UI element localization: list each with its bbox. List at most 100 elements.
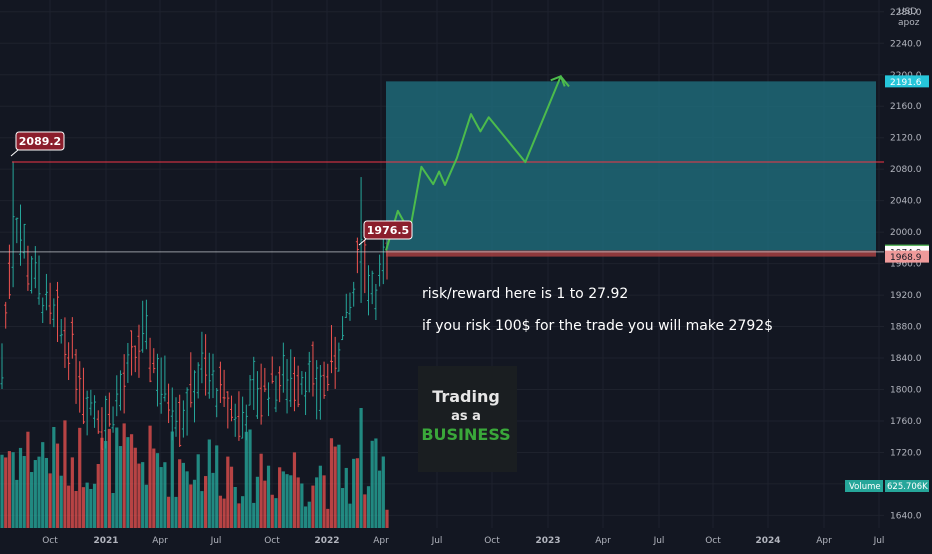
- volume-bar: [89, 488, 93, 528]
- price-axis[interactable]: 2280.02240.02200.02160.02120.02080.02040…: [884, 0, 932, 550]
- volume-bar: [181, 462, 185, 528]
- volume-bar: [37, 456, 41, 528]
- price-tick-label: 2120.0: [890, 134, 922, 144]
- volume-bar: [259, 453, 263, 528]
- volume-bar: [144, 484, 148, 528]
- volume-bar: [315, 477, 319, 528]
- risk-reward-text: risk/reward here is 1 to 27.92: [422, 286, 628, 302]
- volume-bar: [359, 408, 363, 528]
- price-callout[interactable]: 2089.2: [10, 131, 65, 157]
- logo-line-1: Trading: [432, 387, 500, 406]
- volume-bar: [200, 491, 204, 528]
- volume-bar: [178, 459, 182, 528]
- volume-badge: Volume 625.706K: [845, 480, 929, 492]
- volume-bar: [52, 426, 56, 528]
- volume-bar: [333, 446, 337, 528]
- volume-bar: [48, 473, 52, 528]
- volume-bar: [218, 495, 223, 528]
- time-tick-label: Oct: [484, 536, 500, 546]
- time-tick-label: Jul: [210, 536, 222, 546]
- stop-zone[interactable]: [386, 250, 876, 257]
- volume-bar: [111, 492, 115, 528]
- volume-bar: [303, 506, 308, 528]
- price-tick-label: 2000.0: [890, 228, 922, 238]
- volume-bar: [385, 509, 389, 528]
- volume-bar: [96, 463, 100, 528]
- time-tick-label: Oct: [42, 536, 58, 546]
- time-tick-label: Apr: [152, 536, 168, 546]
- volume-bar: [370, 440, 374, 528]
- volume-bar: [170, 431, 174, 528]
- time-axis-bg: [0, 528, 884, 550]
- volume-bar: [255, 476, 260, 528]
- volume-bar: [248, 429, 252, 528]
- time-axis[interactable]: Oct 2021 Apr Jul Oct 2022 Apr Jul Oct 2023 Apr Jul O…: [0, 528, 884, 550]
- price-tick-label: 1880.0: [890, 323, 922, 333]
- price-callout[interactable]: 1976.5: [358, 220, 413, 246]
- volume-bar: [237, 503, 241, 528]
- volume-bar: [340, 488, 345, 528]
- logo-line-3: BUSINESS: [421, 425, 510, 444]
- volume-bar: [337, 444, 341, 528]
- volume-bar: [366, 486, 371, 528]
- volume-bar: [107, 428, 111, 528]
- volume-bar: [122, 423, 126, 528]
- price-axis-bg: [884, 0, 932, 550]
- volume-bar: [133, 447, 137, 528]
- volume-bar: [11, 452, 15, 528]
- volume-badge-label: Volume: [849, 482, 881, 492]
- volume-bar: [126, 437, 130, 528]
- volume-bar: [115, 427, 119, 528]
- volume-bar: [18, 447, 23, 528]
- price-tick-label: 1760.0: [890, 417, 922, 427]
- price-tick-label: 2280.0: [890, 8, 922, 18]
- volume-bar: [352, 458, 356, 528]
- volume-bar: [59, 475, 63, 528]
- volume-bar: [307, 501, 311, 528]
- volume-bar: [222, 498, 226, 528]
- volume-bar: [311, 485, 315, 528]
- price-tick-label: 1800.0: [890, 386, 922, 396]
- time-tick-label: Oct: [705, 536, 721, 546]
- volume-bar: [204, 476, 208, 528]
- risk-profit-text: if you risk 100$ for the trade you will …: [422, 318, 773, 334]
- time-tick-label: 2021: [93, 536, 118, 546]
- volume-bar: [81, 487, 86, 528]
- volume-bar: [163, 462, 167, 528]
- target-zone[interactable]: [386, 81, 876, 251]
- price-tick-label: 1920.0: [890, 291, 922, 301]
- volume-bar: [241, 496, 245, 528]
- volume-bar: [381, 456, 385, 528]
- volume-bar: [148, 425, 152, 528]
- volume-bar: [211, 472, 215, 528]
- volume-bar: [292, 452, 297, 528]
- volume-bar: [155, 453, 160, 528]
- time-tick-label: 2022: [314, 536, 339, 546]
- volume-bar: [215, 445, 219, 528]
- volume-bar: [278, 467, 282, 528]
- price-callout-label: 1976.5: [367, 224, 409, 237]
- volume-bar: [207, 439, 211, 528]
- volume-bar: [196, 454, 200, 528]
- volume-bar: [355, 458, 359, 528]
- volume-bar: [100, 437, 104, 528]
- volume-bar: [233, 486, 237, 528]
- time-tick-label: Jul: [431, 536, 443, 546]
- volume-bar: [15, 479, 19, 528]
- volume-bar: [285, 474, 289, 528]
- volume-bar: [141, 462, 145, 528]
- volume-bar: [44, 457, 49, 528]
- volume-bar: [63, 420, 67, 528]
- volume-bar: [374, 438, 378, 528]
- volume-bar: [74, 490, 78, 528]
- volume-bar: [129, 434, 134, 528]
- volume-bar: [159, 467, 163, 528]
- volume-bars: [0, 408, 389, 528]
- volume-bar: [33, 460, 37, 528]
- volume-bar: [322, 475, 326, 528]
- price-tick-label: 2240.0: [890, 39, 922, 49]
- projection-path[interactable]: [385, 75, 570, 251]
- volume-bar: [7, 451, 12, 528]
